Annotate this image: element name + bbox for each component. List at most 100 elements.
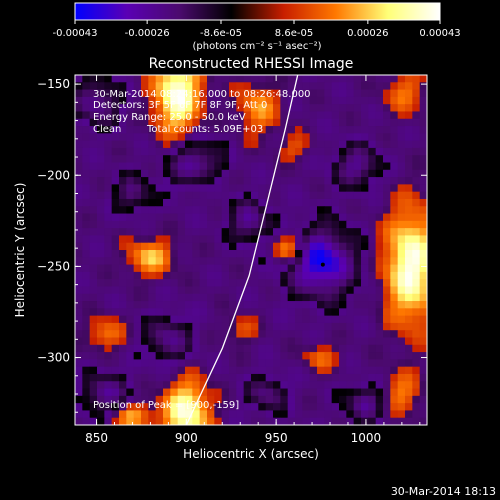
heatmap-cell bbox=[163, 206, 171, 214]
heatmap-cell bbox=[170, 344, 179, 353]
heatmap-cell bbox=[397, 162, 406, 171]
heatmap-cell bbox=[339, 75, 347, 83]
heatmap-cell bbox=[353, 177, 362, 185]
heatmap-cell bbox=[287, 235, 296, 244]
heatmap-cell bbox=[346, 177, 355, 185]
heatmap-cell bbox=[383, 322, 391, 331]
heatmap-cell bbox=[97, 381, 105, 389]
heatmap-cell bbox=[280, 147, 289, 156]
heatmap-cell bbox=[265, 381, 274, 389]
heatmap-cell bbox=[229, 140, 237, 149]
heatmap-cell bbox=[141, 344, 149, 353]
heatmap-cell bbox=[258, 75, 267, 83]
heatmap-cell bbox=[89, 118, 98, 127]
heatmap-cell bbox=[353, 403, 362, 411]
heatmap-cell bbox=[346, 133, 355, 142]
heatmap-cell bbox=[148, 147, 157, 156]
heatmap-cell bbox=[229, 410, 237, 419]
heatmap-cell bbox=[133, 162, 142, 171]
heatmap-cell bbox=[295, 293, 303, 302]
heatmap-cell bbox=[119, 250, 127, 258]
heatmap-cell bbox=[221, 75, 230, 83]
heatmap-cell bbox=[243, 395, 252, 404]
heatmap-cell bbox=[243, 235, 252, 244]
heatmap-cell bbox=[353, 155, 362, 163]
heatmap-cell bbox=[331, 235, 340, 244]
heatmap-cell bbox=[412, 257, 421, 265]
heatmap-cell bbox=[302, 118, 311, 127]
heatmap-cell bbox=[405, 395, 413, 404]
heatmap-cell bbox=[397, 279, 406, 287]
heatmap-cell bbox=[75, 126, 83, 134]
heatmap-cell bbox=[126, 75, 135, 83]
heatmap-cell bbox=[390, 147, 399, 156]
heatmap-cell bbox=[236, 250, 245, 258]
heatmap-cell bbox=[207, 337, 215, 346]
heatmap-cell bbox=[111, 140, 120, 149]
heatmap-cell bbox=[273, 293, 281, 302]
heatmap-cell bbox=[317, 293, 325, 302]
heatmap-cell bbox=[339, 155, 347, 163]
heatmap-cell bbox=[368, 250, 377, 258]
heatmap-cell bbox=[390, 111, 399, 120]
heatmap-cell bbox=[280, 352, 289, 360]
heatmap-cell bbox=[317, 337, 325, 346]
heatmap-cell bbox=[265, 410, 274, 419]
heatmap-cell bbox=[317, 75, 325, 83]
heatmap-cell bbox=[419, 373, 427, 382]
heatmap-cell bbox=[331, 250, 340, 258]
heatmap-cell bbox=[148, 279, 157, 287]
heatmap-cell bbox=[177, 242, 186, 251]
heatmap-cell bbox=[265, 82, 274, 90]
annotations: 30-Mar-2014 08:24:16.000 to 08:26:48.000… bbox=[93, 89, 311, 411]
heatmap-cell bbox=[104, 352, 113, 360]
heatmap-cell bbox=[221, 359, 230, 368]
heatmap-cell bbox=[412, 330, 421, 338]
heatmap-cell bbox=[199, 191, 208, 200]
heatmap-cell bbox=[104, 344, 113, 353]
heatmap-cell bbox=[346, 126, 355, 134]
heatmap-cell bbox=[97, 271, 105, 280]
heatmap-cell bbox=[383, 82, 391, 90]
heatmap-cell bbox=[75, 264, 83, 273]
heatmap-cell bbox=[97, 155, 105, 163]
heatmap-cell bbox=[199, 235, 208, 244]
heatmap-cell bbox=[75, 206, 83, 214]
heatmap-cell bbox=[375, 330, 384, 338]
heatmap-cell bbox=[390, 177, 399, 185]
heatmap-cell bbox=[133, 344, 142, 353]
heatmap-cell bbox=[346, 322, 355, 331]
heatmap-cell bbox=[177, 322, 186, 331]
heatmap-cell bbox=[324, 235, 333, 244]
heatmap-cell bbox=[82, 104, 91, 112]
heatmap-cell bbox=[405, 322, 413, 331]
heatmap-cell bbox=[148, 359, 157, 368]
x-tick-label: 1000 bbox=[351, 431, 382, 445]
heatmap-cell bbox=[287, 184, 296, 193]
heatmap-cell bbox=[375, 235, 384, 244]
heatmap-cell bbox=[295, 264, 303, 273]
heatmap-cell bbox=[221, 417, 230, 425]
heatmap-cell bbox=[324, 337, 333, 346]
heatmap-cell bbox=[258, 293, 267, 302]
heatmap-cell bbox=[353, 220, 362, 229]
heatmap-cell bbox=[375, 184, 384, 193]
heatmap-cell bbox=[346, 279, 355, 287]
heatmap-cell bbox=[419, 126, 427, 134]
heatmap-cell bbox=[273, 191, 281, 200]
heatmap-cell bbox=[170, 198, 179, 207]
heatmap-cell bbox=[104, 279, 113, 287]
heatmap-cell bbox=[302, 126, 311, 134]
heatmap-cell bbox=[126, 395, 135, 404]
heatmap-cell bbox=[104, 286, 113, 295]
heatmap-cell bbox=[309, 147, 318, 156]
heatmap-cell bbox=[133, 352, 142, 360]
heatmap-cell bbox=[361, 89, 369, 98]
heatmap-cell bbox=[243, 228, 252, 236]
heatmap-cell bbox=[141, 279, 149, 287]
heatmap-cell bbox=[339, 373, 347, 382]
heatmap-cell bbox=[126, 330, 135, 338]
heatmap-cell bbox=[119, 301, 127, 309]
heatmap-cell bbox=[133, 242, 142, 251]
heatmap-cell bbox=[309, 293, 318, 302]
